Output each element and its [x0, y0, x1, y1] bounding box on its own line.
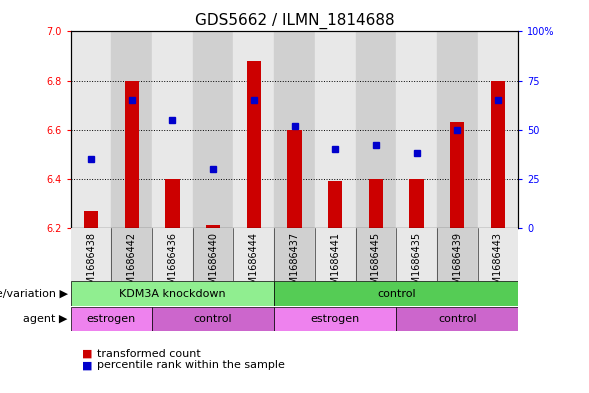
Bar: [111, 228, 152, 281]
Title: GDS5662 / ILMN_1814688: GDS5662 / ILMN_1814688: [195, 13, 394, 29]
Bar: [274, 31, 315, 228]
Text: GSM1686442: GSM1686442: [127, 232, 137, 298]
Text: GSM1686440: GSM1686440: [208, 232, 218, 297]
Bar: [369, 179, 383, 228]
Text: GSM1686444: GSM1686444: [249, 232, 259, 297]
Bar: [409, 179, 423, 228]
Bar: [274, 228, 315, 281]
Bar: [193, 228, 233, 281]
Text: GSM1686439: GSM1686439: [452, 232, 462, 297]
Bar: [71, 228, 111, 281]
Text: estrogen: estrogen: [87, 314, 136, 324]
Bar: [315, 31, 356, 228]
Bar: [84, 211, 98, 228]
Text: GSM1686436: GSM1686436: [167, 232, 177, 297]
Bar: [396, 228, 437, 281]
Bar: [356, 228, 396, 281]
Bar: [450, 122, 464, 228]
Text: GSM1686437: GSM1686437: [290, 232, 299, 298]
Text: control: control: [194, 314, 233, 324]
Bar: [247, 61, 261, 228]
Bar: [125, 81, 139, 228]
Text: ■: ■: [82, 360, 93, 371]
Bar: [478, 228, 518, 281]
Bar: [274, 307, 396, 331]
Bar: [111, 31, 152, 228]
Bar: [206, 226, 220, 228]
Bar: [233, 228, 274, 281]
Bar: [233, 31, 274, 228]
Text: GSM1686445: GSM1686445: [371, 232, 381, 298]
Text: agent ▶: agent ▶: [24, 314, 68, 324]
Bar: [287, 130, 302, 228]
Text: GSM1686441: GSM1686441: [330, 232, 340, 297]
Bar: [437, 31, 478, 228]
Bar: [396, 31, 437, 228]
Bar: [315, 228, 356, 281]
Bar: [396, 307, 518, 331]
Bar: [71, 281, 274, 306]
Bar: [71, 31, 111, 228]
Text: GSM1686438: GSM1686438: [86, 232, 96, 297]
Text: genotype/variation ▶: genotype/variation ▶: [0, 288, 68, 299]
Text: estrogen: estrogen: [310, 314, 360, 324]
Bar: [193, 31, 233, 228]
Bar: [166, 179, 180, 228]
Text: GSM1686435: GSM1686435: [412, 232, 422, 298]
Text: transformed count: transformed count: [97, 349, 201, 359]
Text: ■: ■: [82, 349, 93, 359]
Bar: [152, 31, 193, 228]
Bar: [491, 81, 505, 228]
Bar: [437, 228, 478, 281]
Bar: [478, 31, 518, 228]
Bar: [274, 281, 518, 306]
Text: GSM1686443: GSM1686443: [493, 232, 503, 297]
Text: control: control: [377, 288, 416, 299]
Text: control: control: [438, 314, 477, 324]
Bar: [152, 307, 274, 331]
Bar: [71, 307, 152, 331]
Bar: [152, 228, 193, 281]
Text: KDM3A knockdown: KDM3A knockdown: [119, 288, 226, 299]
Text: percentile rank within the sample: percentile rank within the sample: [97, 360, 285, 371]
Bar: [356, 31, 396, 228]
Bar: [328, 181, 342, 228]
